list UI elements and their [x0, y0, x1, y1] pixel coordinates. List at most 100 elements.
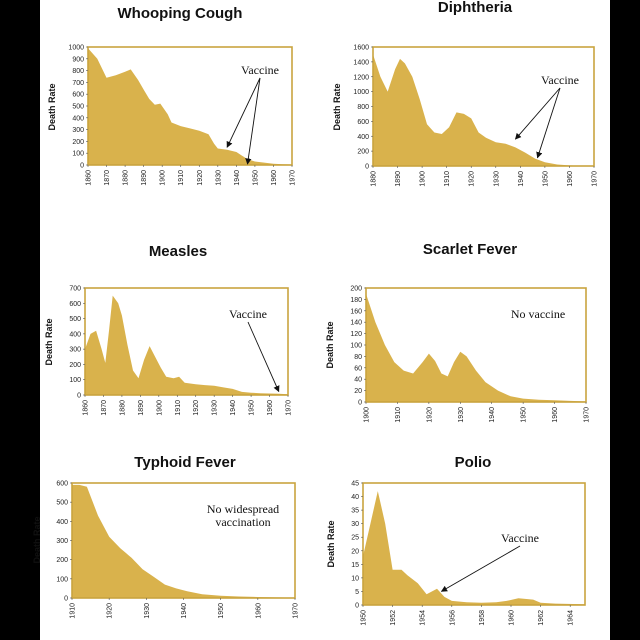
x-tick-label: 1920: [107, 603, 114, 619]
x-tick-label: 1940: [234, 170, 241, 186]
y-tick-label: 1400: [353, 59, 369, 66]
y-tick-label: 180: [350, 297, 362, 304]
x-tick-label: 1890: [138, 400, 145, 416]
y-tick-label: 1000: [353, 89, 369, 96]
annotation-arrow: [247, 321, 280, 393]
x-tick-label: 1970: [286, 400, 293, 416]
chart-measles: Measles 0 100 200 300 400 500 600 700 1860 1870 188…: [44, 243, 293, 416]
x-tick-label: 1920: [197, 170, 204, 186]
y-tick-label: 160: [350, 308, 362, 315]
y-tick-label: 700: [72, 80, 84, 87]
x-tick-label: 1920: [426, 407, 433, 423]
y-tick-label: 0: [77, 393, 81, 400]
y-tick-label: 100: [69, 377, 81, 384]
y-tick-label: 400: [72, 115, 84, 122]
x-tick-label: 1900: [160, 170, 167, 186]
plot-frame: [84, 287, 289, 396]
x-tick-label: 1970: [290, 170, 297, 186]
x-tick-label: 1920: [193, 400, 200, 416]
y-axis-label: Death Rate: [32, 516, 42, 563]
y-tick-label: 100: [56, 576, 68, 583]
y-tick-label: 140: [350, 320, 362, 327]
x-tick-label: 1950: [521, 407, 528, 423]
x-tick-label: 1890: [395, 171, 402, 187]
x-tick-label: 1970: [293, 603, 300, 619]
y-tick-label: 500: [72, 104, 84, 111]
y-tick-label: 200: [357, 149, 369, 156]
annotation-text: No vaccine: [511, 307, 565, 321]
y-tick-label: 100: [350, 343, 362, 350]
x-tick-label: 1960: [267, 400, 274, 416]
x-tick-label: 1910: [395, 407, 402, 423]
chart-title: Whooping Cough: [118, 5, 243, 22]
area-series: [72, 484, 295, 598]
chart-whooping-cough: Whooping Cough 0 100 200 300 400 500 600 700 800 9…: [47, 5, 297, 186]
x-tick-label: 1960: [552, 407, 559, 423]
annotation-text: vaccination: [215, 515, 270, 529]
annotation-arrow: [536, 87, 561, 159]
x-tick-label: 1940: [489, 407, 496, 423]
x-tick-label: 1950: [361, 610, 368, 626]
y-axis-label: Death Rate: [44, 318, 54, 365]
x-tick-label: 1950: [218, 603, 225, 619]
x-tick-label: 1970: [584, 407, 591, 423]
y-tick-label: 35: [351, 508, 359, 515]
annotation-text: Vaccine: [241, 63, 279, 77]
y-tick-label: 1600: [353, 45, 369, 52]
x-tick-label: 1910: [178, 170, 185, 186]
y-tick-label: 45: [351, 481, 359, 488]
chart-diphtheria: Diphtheria 0 200 400 600 800 1000 1200 1400 1600 1…: [332, 0, 599, 187]
y-axis-label: Death Rate: [47, 83, 57, 130]
y-tick-label: 25: [351, 535, 359, 542]
annotation-text: Vaccine: [229, 307, 267, 321]
y-tick-label: 80: [354, 354, 362, 361]
y-tick-label: 1000: [68, 45, 84, 52]
y-tick-label: 0: [64, 596, 68, 603]
annotation-text: No widespread: [207, 502, 279, 516]
x-tick-label: 1930: [215, 170, 222, 186]
y-tick-label: 600: [72, 92, 84, 99]
x-tick-label: 1940: [181, 603, 188, 619]
y-tick-label: 100: [72, 151, 84, 158]
x-tick-label: 1930: [144, 603, 151, 619]
x-tick-label: 1950: [542, 171, 549, 187]
x-tick-label: 1964: [568, 610, 575, 626]
x-tick-label: 1930: [493, 171, 500, 187]
chart-scarlet-fever: Scarlet Fever 0 20 40 60 80 100 120 140 160 180 200…: [325, 241, 591, 423]
y-tick-label: 20: [354, 388, 362, 395]
x-tick-label: 1870: [101, 400, 108, 416]
annotation-arrow: [226, 77, 261, 148]
y-tick-label: 60: [354, 365, 362, 372]
x-tick-label: 1920: [469, 171, 476, 187]
x-tick-label: 1880: [123, 170, 130, 186]
x-tick-label: 1880: [371, 171, 378, 187]
y-tick-label: 800: [72, 68, 84, 75]
y-tick-label: 800: [357, 104, 369, 111]
x-tick-label: 1900: [420, 171, 427, 187]
y-tick-label: 0: [80, 163, 84, 170]
x-tick-label: 1960: [271, 170, 278, 186]
y-tick-label: 900: [72, 56, 84, 63]
x-tick-label: 1900: [156, 400, 163, 416]
x-tick-label: 1954: [420, 610, 427, 626]
x-tick-label: 1962: [538, 610, 545, 626]
annotation-text: Vaccine: [501, 531, 539, 545]
y-tick-label: 0: [355, 603, 359, 610]
chart-title: Typhoid Fever: [134, 454, 236, 471]
y-axis-label: Death Rate: [332, 83, 342, 130]
x-tick-label: 1880: [119, 400, 126, 416]
x-tick-label: 1910: [444, 171, 451, 187]
area-series: [363, 491, 585, 605]
annotation-arrow: [514, 87, 561, 140]
chart-typhoid-fever: Typhoid Fever 0 100 200 300 400 500 600 1910 1920…: [32, 454, 300, 619]
y-tick-label: 20: [351, 548, 359, 555]
x-tick-label: 1956: [449, 610, 456, 626]
x-tick-label: 1930: [212, 400, 219, 416]
x-tick-label: 1952: [390, 610, 397, 626]
y-tick-label: 0: [365, 164, 369, 171]
y-tick-label: 10: [351, 575, 359, 582]
area-series: [88, 48, 292, 166]
y-tick-label: 5: [355, 589, 359, 596]
x-tick-label: 1950: [249, 400, 256, 416]
annotation-arrow: [245, 77, 261, 165]
